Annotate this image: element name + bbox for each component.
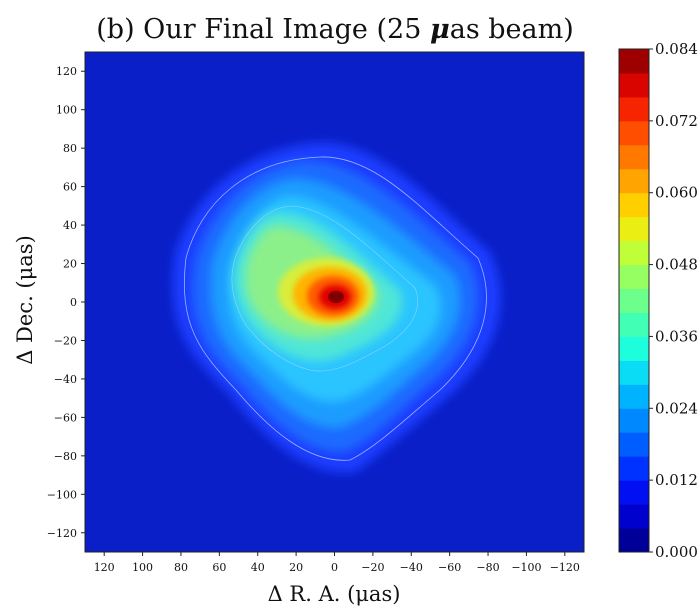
y-axis-ticks: 120 100 80 60 40 20 0 −20 −40 −60 −80 −100 −120 bbox=[47, 65, 85, 540]
colorbar-tick-label: 0.024 bbox=[655, 399, 698, 417]
colorbar-frame bbox=[618, 48, 650, 553]
colorbar-segment bbox=[619, 120, 649, 146]
colorbar-segment bbox=[619, 216, 649, 242]
colorbar-segment bbox=[619, 456, 649, 481]
y-tick-label: 120 bbox=[56, 65, 77, 78]
y-tick-label: −60 bbox=[54, 411, 77, 424]
x-tick-label: 40 bbox=[251, 561, 265, 574]
colorbar-tick-label: 0.036 bbox=[655, 327, 698, 345]
colorbar-segment bbox=[619, 480, 649, 505]
y-axis-label: Δ Dec. (μas) bbox=[13, 235, 37, 365]
title-suffix: as beam) bbox=[450, 14, 574, 45]
colorbar bbox=[618, 48, 650, 553]
y-tick-label: 40 bbox=[63, 219, 77, 232]
colorbar-segment bbox=[619, 336, 649, 361]
x-tick-label: −80 bbox=[476, 561, 499, 574]
x-tick-label: 20 bbox=[289, 561, 303, 574]
x-tick-label: −20 bbox=[361, 561, 384, 574]
colorbar-tick-label: 0.048 bbox=[655, 256, 698, 274]
colorbar-segment bbox=[619, 384, 649, 409]
colorbar-tick-label: 0.060 bbox=[655, 184, 698, 202]
colorbar-segment bbox=[619, 504, 649, 529]
colorbar-tick-label: 0.012 bbox=[655, 471, 698, 489]
colorbar-segment bbox=[619, 360, 649, 385]
title-mu: μ bbox=[430, 14, 450, 45]
x-tick-label: −60 bbox=[438, 561, 461, 574]
x-tick-label: −120 bbox=[550, 561, 580, 574]
x-tick-label: 120 bbox=[94, 561, 115, 574]
colorbar-segment bbox=[619, 168, 649, 194]
colorbar-segment bbox=[619, 528, 649, 553]
x-tick-label: −40 bbox=[400, 561, 423, 574]
y-tick-label: −20 bbox=[54, 334, 77, 347]
y-tick-label: 100 bbox=[56, 104, 77, 117]
x-axis-label: Δ R. A. (μas) bbox=[268, 582, 401, 606]
core-peak bbox=[328, 291, 344, 303]
colorbar-segment bbox=[619, 312, 649, 337]
colorbar-segment bbox=[619, 432, 649, 457]
y-tick-label: −100 bbox=[47, 488, 77, 501]
colorbar-tick-label: 0.000 bbox=[655, 543, 698, 561]
colorbar-segment bbox=[619, 49, 649, 74]
colorbar-tick-label: 0.072 bbox=[655, 112, 698, 130]
title-prefix: (b) Our Final Image (25 bbox=[96, 14, 430, 45]
colorbar-segment bbox=[619, 192, 649, 218]
x-tick-label: 60 bbox=[212, 561, 226, 574]
y-tick-label: 0 bbox=[70, 296, 77, 309]
x-tick-label: −100 bbox=[511, 561, 541, 574]
colorbar-segment bbox=[619, 240, 649, 266]
colorbar-segment bbox=[619, 144, 649, 170]
y-tick-label: 20 bbox=[63, 258, 77, 271]
colorbar-ticks: 0.084 0.072 0.060 0.048 0.036 0.024 0.012 0.000 bbox=[649, 40, 698, 561]
y-tick-label: −40 bbox=[54, 373, 77, 386]
x-axis-ticks: 120 100 80 60 40 20 0 −20 −40 −60 −80 −100 −120 bbox=[94, 552, 580, 574]
x-tick-label: 80 bbox=[174, 561, 188, 574]
colorbar-segment bbox=[619, 72, 649, 98]
colorbar-segment bbox=[619, 288, 649, 313]
chart-title: (b) Our Final Image (25 μas beam) bbox=[96, 14, 574, 45]
x-tick-label: 100 bbox=[132, 561, 153, 574]
x-tick-label: 0 bbox=[331, 561, 338, 574]
colorbar-tick-label: 0.084 bbox=[655, 40, 698, 58]
contour-line-inner bbox=[231, 205, 418, 372]
intensity-map bbox=[172, 142, 501, 473]
y-tick-label: −80 bbox=[54, 450, 77, 463]
colorbar-segment bbox=[619, 96, 649, 122]
y-tick-label: 80 bbox=[63, 142, 77, 155]
colorbar-segment bbox=[619, 408, 649, 433]
y-tick-label: 60 bbox=[63, 181, 77, 194]
contour-line-outer bbox=[183, 156, 487, 461]
colorbar-segment bbox=[619, 264, 649, 290]
y-tick-label: −120 bbox=[47, 527, 77, 540]
